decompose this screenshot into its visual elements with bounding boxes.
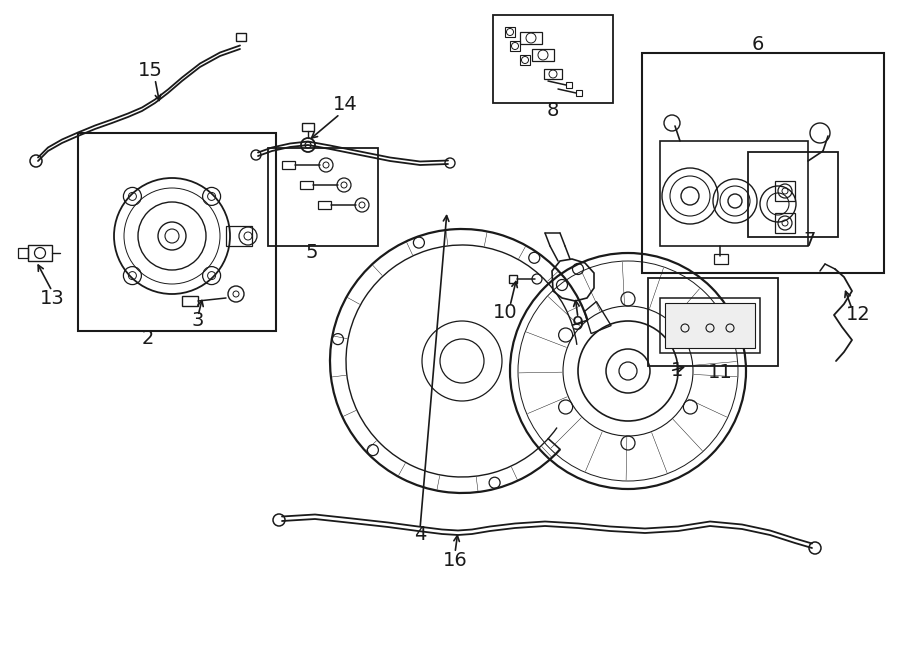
Bar — [236, 33, 246, 41]
Bar — [520, 55, 530, 65]
Text: 2: 2 — [142, 329, 154, 348]
Bar — [78, 133, 276, 331]
Bar — [505, 27, 515, 37]
Text: 14: 14 — [333, 95, 357, 114]
Bar — [532, 49, 554, 61]
Text: 13: 13 — [40, 288, 65, 307]
Bar — [302, 123, 314, 131]
Text: 12: 12 — [846, 305, 870, 325]
Bar — [510, 41, 520, 51]
Bar — [318, 201, 331, 209]
Bar — [520, 32, 542, 44]
Bar — [18, 248, 28, 258]
Bar — [28, 245, 52, 261]
Text: 7: 7 — [804, 231, 816, 251]
Bar — [182, 296, 198, 306]
Bar — [300, 181, 313, 189]
Bar — [714, 254, 728, 264]
Bar — [544, 69, 562, 79]
Bar — [648, 278, 778, 366]
Bar — [660, 298, 760, 353]
Bar — [493, 15, 613, 103]
Bar — [660, 141, 808, 246]
Text: 3: 3 — [192, 311, 204, 330]
Text: 4: 4 — [414, 525, 427, 545]
Bar — [642, 53, 884, 273]
Text: 5: 5 — [306, 243, 319, 262]
Bar — [566, 82, 572, 88]
Text: 15: 15 — [138, 61, 162, 81]
Text: 9: 9 — [572, 315, 584, 334]
Text: 8: 8 — [547, 102, 559, 120]
Text: 16: 16 — [443, 551, 467, 570]
Text: 6: 6 — [752, 36, 764, 54]
Bar — [775, 181, 795, 201]
Bar — [775, 213, 795, 233]
Bar — [226, 226, 252, 246]
Bar — [576, 90, 582, 96]
Bar — [748, 152, 838, 237]
Bar — [282, 161, 295, 169]
Bar — [509, 275, 517, 283]
Text: 11: 11 — [707, 364, 733, 383]
Text: 10: 10 — [492, 303, 517, 323]
Bar — [268, 148, 378, 246]
Text: 1: 1 — [670, 362, 683, 381]
Bar — [665, 303, 755, 348]
